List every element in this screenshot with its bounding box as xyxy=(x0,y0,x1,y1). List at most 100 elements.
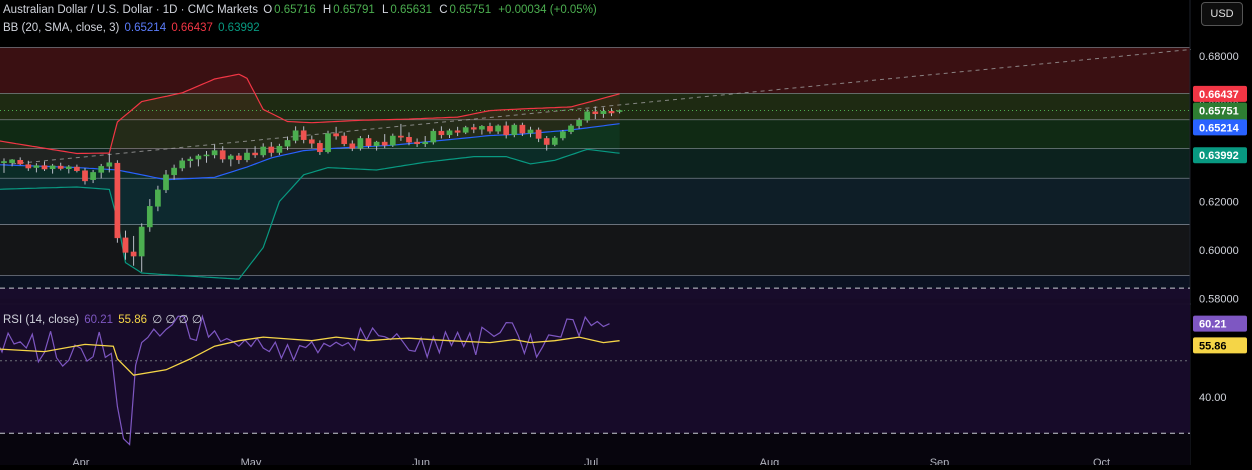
bb-upper-value: 0.66437 xyxy=(171,22,213,34)
price-tick-label: 0.60000 xyxy=(1199,245,1239,257)
candle-body xyxy=(203,154,210,157)
bb-lower-tag-bg xyxy=(1193,147,1247,164)
rsi-extra-values: ∅ ∅ ∅ ∅ xyxy=(152,314,202,326)
candle-body xyxy=(600,111,607,114)
candle-body xyxy=(155,189,161,207)
time-tick-label: Aug xyxy=(760,457,780,465)
rsi-title: RSI (14, close) xyxy=(3,314,80,326)
candle-body xyxy=(560,131,566,139)
candle-body xyxy=(398,135,404,138)
candle-body xyxy=(268,146,275,153)
rsi-tick-label: 40.00 xyxy=(1199,392,1227,404)
trendline xyxy=(0,47,1211,165)
candle-body xyxy=(438,130,445,136)
candle-body xyxy=(503,125,510,136)
price-band xyxy=(0,178,1190,225)
bb-upper-tag-bg xyxy=(1193,85,1247,102)
candle-body xyxy=(300,130,307,140)
time-tick-label: Apr xyxy=(72,457,89,465)
candle-body xyxy=(333,133,339,137)
candle-body xyxy=(146,206,153,228)
bb-upper-tag: 0.66437 xyxy=(1199,89,1239,101)
candle-body xyxy=(138,226,145,257)
bb-upper-fill xyxy=(0,74,620,180)
candle-body xyxy=(454,130,461,133)
candle-body xyxy=(211,150,218,156)
candle-body xyxy=(1,161,7,163)
bb-basis-value: 0.65214 xyxy=(124,22,167,34)
candle-body xyxy=(33,165,40,168)
candle-body xyxy=(535,129,542,139)
candle-body xyxy=(284,140,291,147)
candle-body xyxy=(430,130,437,143)
candle-body xyxy=(106,162,113,167)
last-price-tag: 0.65751 xyxy=(1199,106,1239,118)
candle-body xyxy=(74,166,80,171)
candle-body xyxy=(341,135,348,145)
time-tick-label: Oct xyxy=(1093,457,1110,465)
candle-body xyxy=(130,251,137,257)
rsi-legend[interactable]: RSI (14, close) 60.21 55.86 ∅ ∅ ∅ ∅ xyxy=(3,312,204,326)
price-band xyxy=(0,47,1190,94)
candle-body xyxy=(446,130,453,136)
change-value: +0.00034 (+0.05%) xyxy=(498,4,597,16)
close-label: C xyxy=(439,4,448,16)
candle-body xyxy=(470,127,477,130)
price-tick-label: 0.62000 xyxy=(1199,197,1239,209)
candle-body xyxy=(365,138,372,146)
candle-body xyxy=(82,170,88,182)
candle-body xyxy=(57,165,64,169)
bb-basis-tag-bg xyxy=(1193,119,1247,136)
rsi-pane xyxy=(0,287,1190,465)
open-value: 0.65716 xyxy=(274,4,316,16)
candle-body xyxy=(276,145,283,153)
candle-body xyxy=(414,141,420,145)
candle-body xyxy=(616,110,623,112)
candle-body xyxy=(244,152,250,161)
candle-body xyxy=(608,111,615,114)
rsi-ma-line xyxy=(0,336,620,376)
candle-body xyxy=(511,124,518,136)
candle-body xyxy=(65,166,72,170)
low-label: L xyxy=(382,4,389,16)
candle-body xyxy=(317,143,323,153)
candle-body xyxy=(227,155,234,160)
price-tick-label: 0.58000 xyxy=(1199,294,1239,306)
close-value: 0.65751 xyxy=(449,4,492,16)
bb-legend[interactable]: BB (20, SMA, close, 3) 0.65214 0.66437 0… xyxy=(3,22,262,34)
candle-body xyxy=(179,160,186,169)
candle-body xyxy=(9,159,15,163)
symbol-legend[interactable]: Australian Dollar / U.S. Dollar · 1D · C… xyxy=(3,4,599,16)
candle-body xyxy=(308,139,315,144)
candle-body xyxy=(479,126,485,130)
rsi-value: 60.21 xyxy=(84,314,114,326)
candle-body xyxy=(236,155,242,161)
candle-body xyxy=(325,133,331,153)
candle-body xyxy=(219,150,226,160)
price-band xyxy=(0,224,1190,276)
candle-body xyxy=(495,125,501,132)
time-tick-label: Sep xyxy=(930,457,950,465)
candle-body xyxy=(527,129,534,134)
candle-body xyxy=(292,130,299,141)
candle-body xyxy=(122,237,129,253)
candle-body xyxy=(41,165,48,170)
bb-lower-line xyxy=(0,148,620,280)
bb-lower-fill xyxy=(0,123,620,280)
price-band xyxy=(0,119,1190,149)
currency-button[interactable]: USD xyxy=(1201,2,1243,26)
candle-body xyxy=(389,135,396,146)
candle-body xyxy=(576,120,582,127)
candle-body xyxy=(357,138,364,149)
bb-basis-tag: 0.65214 xyxy=(1199,122,1240,134)
bb-lower-tag: 0.63992 xyxy=(1199,150,1239,162)
candle-body xyxy=(584,111,591,121)
candle-body xyxy=(90,172,96,180)
price-tick-label: 0.68000 xyxy=(1199,51,1239,63)
candle-body xyxy=(49,165,56,170)
symbol-title: Australian Dollar / U.S. Dollar · 1D · C… xyxy=(3,4,258,16)
candle-body xyxy=(592,111,599,114)
